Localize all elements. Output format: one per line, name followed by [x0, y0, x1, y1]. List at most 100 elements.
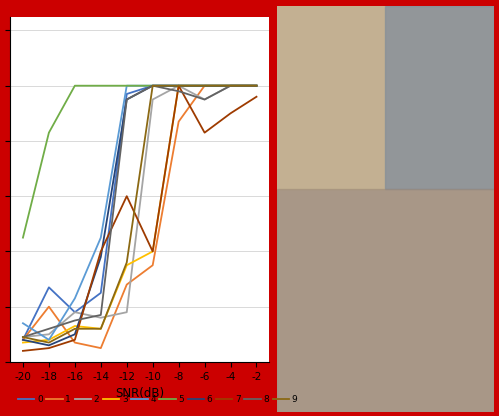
8: [202, 97, 208, 102]
0: [228, 83, 234, 88]
9: [72, 326, 78, 331]
9: [150, 83, 156, 88]
6: [46, 343, 52, 348]
1: [124, 282, 130, 287]
Legend: 0, 1, 2, 3, 4, 5, 6, 7, 8, 9: 0, 1, 2, 3, 4, 5, 6, 7, 8, 9: [14, 391, 301, 407]
8: [98, 312, 104, 317]
Bar: [385, 6, 494, 189]
7: [176, 83, 182, 88]
2: [150, 97, 156, 102]
6: [202, 83, 208, 88]
0: [46, 285, 52, 290]
6: [124, 97, 130, 102]
4: [124, 83, 130, 88]
9: [98, 326, 104, 331]
Line: 8: 8: [23, 86, 256, 337]
5: [228, 83, 234, 88]
Line: 7: 7: [23, 86, 256, 351]
5: [20, 235, 26, 240]
3: [253, 83, 259, 88]
Line: 2: 2: [23, 86, 256, 337]
2: [124, 310, 130, 314]
4: [98, 235, 104, 240]
6: [228, 83, 234, 88]
0: [20, 337, 26, 342]
1: [72, 340, 78, 345]
2: [202, 97, 208, 102]
7: [253, 94, 259, 99]
9: [124, 260, 130, 265]
Line: 6: 6: [23, 86, 256, 345]
8: [20, 334, 26, 339]
8: [46, 326, 52, 331]
6: [20, 337, 26, 342]
7: [98, 249, 104, 254]
3: [72, 324, 78, 329]
4: [202, 83, 208, 88]
1: [202, 83, 208, 88]
Line: 1: 1: [23, 86, 256, 348]
Line: 3: 3: [23, 86, 256, 343]
4: [46, 337, 52, 342]
9: [202, 83, 208, 88]
8: [150, 83, 156, 88]
9: [176, 83, 182, 88]
6: [72, 332, 78, 337]
5: [98, 83, 104, 88]
7: [150, 249, 156, 254]
1: [253, 83, 259, 88]
5: [202, 83, 208, 88]
2: [20, 334, 26, 339]
1: [176, 119, 182, 124]
0: [150, 83, 156, 88]
5: [46, 130, 52, 135]
7: [202, 130, 208, 135]
3: [46, 337, 52, 342]
6: [150, 83, 156, 88]
5: [176, 83, 182, 88]
5: [150, 83, 156, 88]
8: [228, 83, 234, 88]
Bar: [277, 189, 494, 412]
4: [176, 83, 182, 88]
4: [253, 83, 259, 88]
3: [202, 83, 208, 88]
Line: 5: 5: [23, 86, 256, 238]
6: [253, 83, 259, 88]
1: [228, 83, 234, 88]
3: [20, 340, 26, 345]
1: [98, 346, 104, 351]
7: [228, 111, 234, 116]
6: [98, 255, 104, 260]
2: [253, 83, 259, 88]
3: [228, 83, 234, 88]
5: [72, 83, 78, 88]
5: [124, 83, 130, 88]
3: [98, 326, 104, 331]
Line: 9: 9: [23, 86, 256, 343]
9: [20, 334, 26, 339]
3: [150, 249, 156, 254]
5: [253, 83, 259, 88]
0: [202, 83, 208, 88]
1: [150, 263, 156, 268]
2: [228, 83, 234, 88]
8: [124, 97, 130, 102]
6: [176, 83, 182, 88]
8: [253, 83, 259, 88]
1: [46, 304, 52, 309]
7: [72, 337, 78, 342]
9: [46, 340, 52, 345]
0: [124, 92, 130, 97]
9: [253, 83, 259, 88]
Line: 0: 0: [23, 86, 256, 340]
Line: 4: 4: [23, 86, 256, 340]
4: [20, 321, 26, 326]
7: [46, 346, 52, 351]
7: [20, 348, 26, 353]
0: [72, 310, 78, 314]
0: [253, 83, 259, 88]
4: [72, 296, 78, 301]
2: [72, 310, 78, 314]
8: [176, 89, 182, 94]
